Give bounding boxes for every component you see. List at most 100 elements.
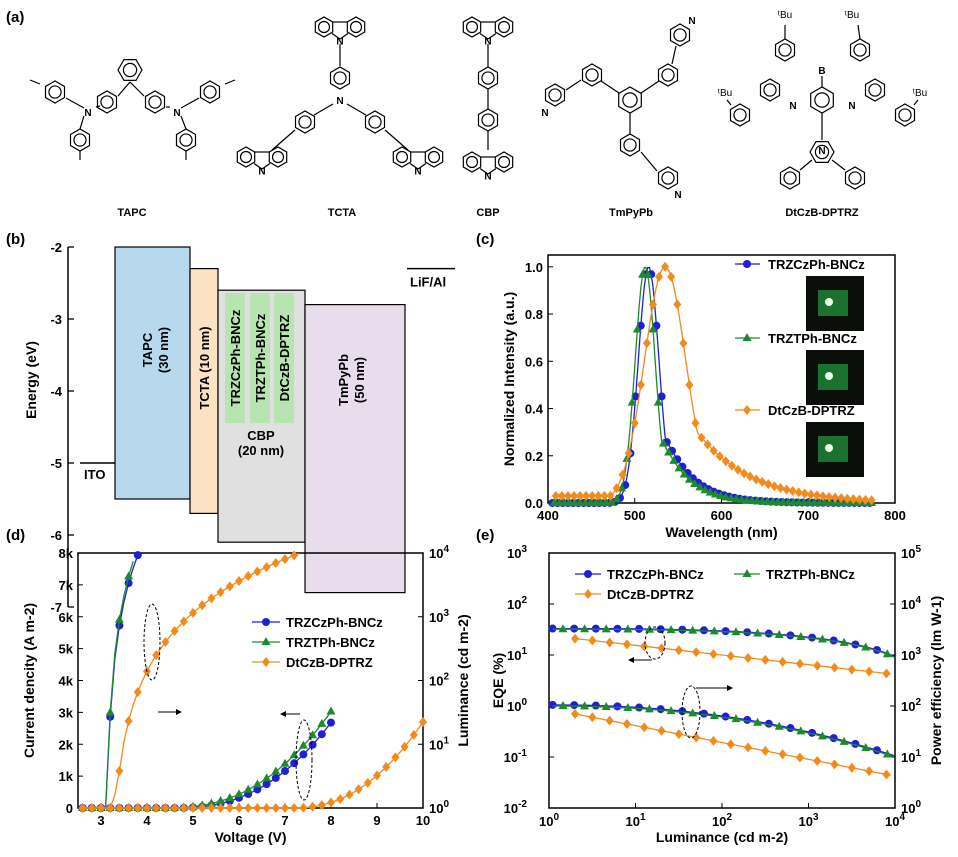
aromatic-circle <box>661 68 675 82</box>
emitter-label-1: TRZTPh-BNCz <box>253 313 268 402</box>
eqe-point-2 <box>761 654 770 665</box>
pe-point-1 <box>882 749 892 758</box>
bond-line <box>417 163 427 170</box>
jv-point-2 <box>225 803 234 813</box>
data-point-2 <box>812 490 821 501</box>
eqe-point-1 <box>558 624 568 633</box>
jv-point-2 <box>179 803 188 813</box>
layer-tmpypb-thickness: (50 nm) <box>352 357 367 403</box>
data-point-2 <box>636 379 645 390</box>
energy-level-diagram: -2 -3 -4 -5 -6 -7 ITO TAPC (30 nm) TCTA (10 nm) TR… <box>50 240 455 615</box>
jv-point-0 <box>281 766 289 775</box>
pe-point-1 <box>688 708 698 717</box>
lv-point-2 <box>271 557 280 568</box>
benzene-ring <box>199 80 221 104</box>
chart-e-xtick-label: 103 <box>798 812 818 829</box>
data-point-1 <box>669 455 679 464</box>
lv-line-0 <box>82 554 139 809</box>
eqe-point-0 <box>743 628 752 637</box>
aromatic-circle <box>622 92 638 108</box>
bond-line <box>346 103 367 116</box>
bond-line <box>831 159 846 171</box>
emitter-label-0: TRZCzPh-BNCz <box>228 309 243 406</box>
jv-point-2 <box>262 803 271 813</box>
jv-point-1 <box>271 766 281 775</box>
jv-point-1 <box>243 784 253 793</box>
chart-d-xtick-label: 6 <box>235 813 242 828</box>
jv-point-2 <box>409 729 418 740</box>
pe-line-1 <box>552 705 895 758</box>
bond-line <box>565 79 582 91</box>
eqe-point-1 <box>666 625 676 634</box>
pe-point-2 <box>657 725 666 736</box>
tbu-label: ᵗBu <box>718 88 732 99</box>
lv-point-2 <box>253 566 262 577</box>
layer-tapc-name: TAPC <box>140 332 155 367</box>
jv-point-2 <box>143 803 151 813</box>
jv-point-1 <box>225 792 235 801</box>
data-point-1 <box>690 478 700 487</box>
data-point-2 <box>721 456 730 467</box>
data-point-2 <box>594 490 603 501</box>
lv-point-0 <box>115 621 124 630</box>
device-glow-0 <box>818 290 848 316</box>
lv-point-2 <box>281 554 289 565</box>
pe-point-0 <box>613 702 622 711</box>
benzene-ring <box>844 166 866 190</box>
data-point-2 <box>715 451 724 462</box>
data-point-2 <box>667 271 676 282</box>
chart-jvl: 3 4 5 6 7 8 9 1001k2k3k4k5k6k7k8k10010110210310… <box>21 544 471 845</box>
bond-line <box>271 129 296 151</box>
jv-point-2 <box>363 777 372 788</box>
energy-tick-label: -3 <box>50 312 62 327</box>
chart-e-y2tick-label: 100 <box>901 799 921 816</box>
lv-point-2 <box>133 686 142 697</box>
data-point-2 <box>673 299 682 310</box>
benzene-ring <box>729 103 751 127</box>
chart-c-xtick-label: 500 <box>624 508 646 523</box>
aromatic-circle <box>179 133 193 147</box>
layer-box-tapc <box>114 246 191 500</box>
pe-point-2 <box>605 715 614 726</box>
aromatic-circle <box>868 83 882 97</box>
data-point-2 <box>642 338 651 349</box>
atom-label-N: N <box>173 108 180 119</box>
jv-point-2 <box>207 803 216 813</box>
legend-label-1: TRZTPh-BNCz <box>766 567 855 582</box>
jv-point-2 <box>133 803 142 813</box>
eqe-point-1 <box>709 626 719 635</box>
bond-line <box>409 163 419 170</box>
atom-label-N: N <box>258 167 265 178</box>
aromatic-circle <box>673 28 687 42</box>
benzene-ring <box>809 141 835 163</box>
panel-label-e: (e) <box>476 527 494 544</box>
chart-e-y2tick-label: 101 <box>901 748 921 765</box>
aromatic-circle <box>73 133 87 147</box>
eqe-point-2 <box>571 633 580 644</box>
layer-cbp-name: CBP <box>247 428 275 443</box>
chart-c-xtick-label: 400 <box>537 508 559 523</box>
chart-c-ytick-label: 1.0 <box>525 260 543 275</box>
pe-point-2 <box>813 756 822 767</box>
bond-line <box>640 80 660 94</box>
chart-d-ytick-label: 1k <box>59 769 74 784</box>
data-point-2 <box>576 490 585 501</box>
data-point-2 <box>570 490 579 501</box>
data-point-1 <box>653 397 663 406</box>
eqe-point-2 <box>813 660 822 671</box>
chart-d-xtick-label: 8 <box>327 813 334 828</box>
pe-point-2 <box>709 735 718 746</box>
jv-point-2 <box>317 800 326 811</box>
aromatic-circle <box>733 108 747 122</box>
data-point-2 <box>849 494 858 505</box>
aromatic-circle <box>317 20 331 34</box>
data-point-2 <box>794 487 803 498</box>
pe-point-1 <box>580 701 590 710</box>
eqe-point-2 <box>830 662 839 673</box>
chart-e-xtick-label: 101 <box>625 812 645 829</box>
bond-line <box>29 79 41 85</box>
benzene-ring <box>44 80 66 104</box>
jv-point-2 <box>382 761 391 772</box>
pe-point-2 <box>726 739 735 750</box>
